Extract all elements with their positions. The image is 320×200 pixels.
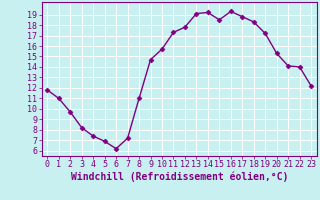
- X-axis label: Windchill (Refroidissement éolien,°C): Windchill (Refroidissement éolien,°C): [70, 172, 288, 182]
